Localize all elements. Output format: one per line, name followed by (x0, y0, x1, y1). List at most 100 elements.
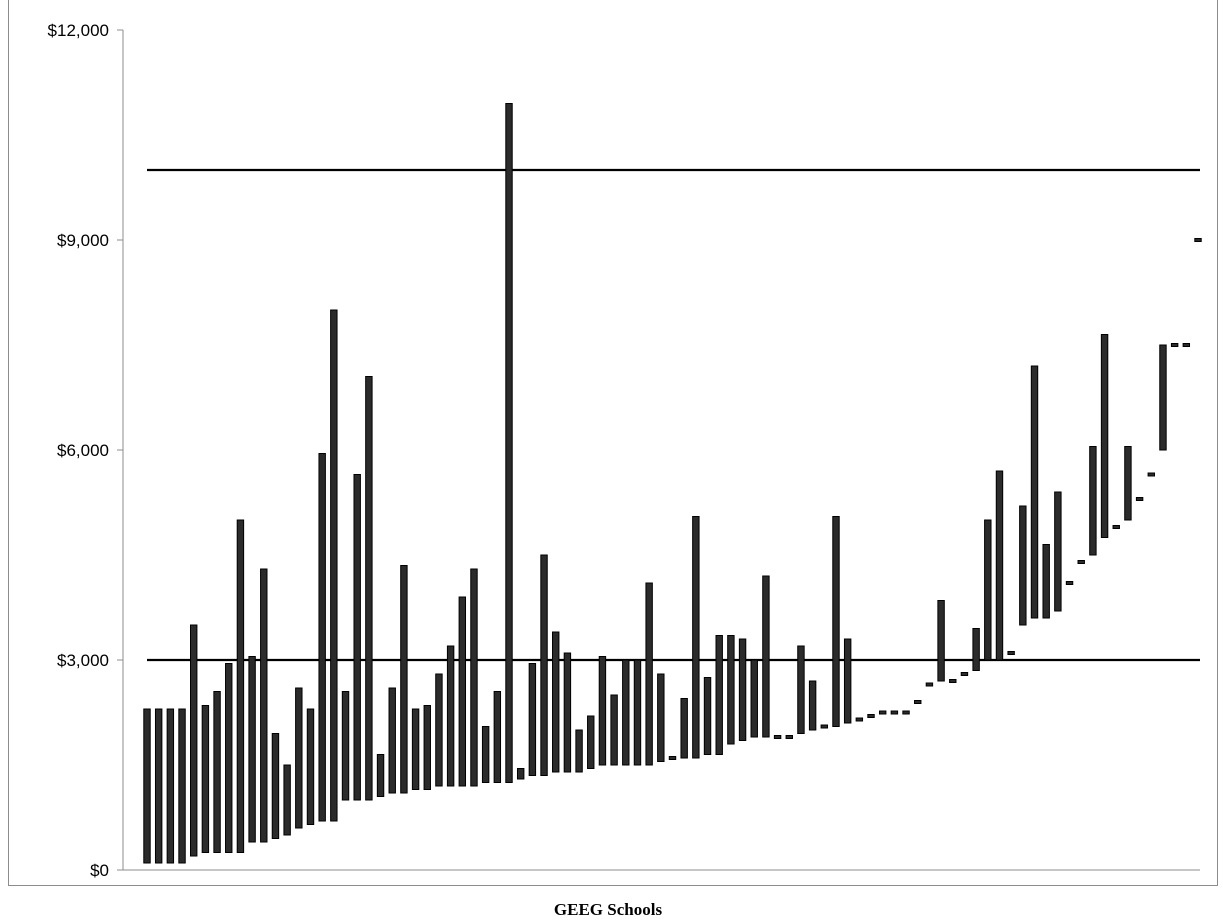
range-bar (902, 710, 910, 715)
range-bar (1030, 365, 1039, 619)
range-bar (446, 645, 455, 787)
range-bar (960, 672, 969, 676)
range-bar (260, 568, 268, 843)
range-bar (470, 568, 478, 787)
range-bar (1182, 343, 1191, 347)
range-bar (1124, 446, 1132, 521)
range-bar (1112, 525, 1120, 529)
range-bar (493, 691, 502, 783)
range-bar (610, 694, 618, 766)
range-bar (1065, 581, 1074, 585)
range-bar (727, 635, 735, 745)
range-bar (878, 710, 887, 715)
range-bar (680, 698, 688, 759)
range-bar (178, 708, 186, 864)
y-tick-label: $12,000 (48, 21, 109, 40)
range-bar (190, 624, 198, 857)
range-bar (435, 673, 443, 787)
range-bar (820, 724, 829, 729)
reference-lines (147, 168, 1200, 662)
range-bar (797, 645, 805, 734)
range-bar (703, 677, 712, 755)
range-bar (762, 575, 770, 738)
range-bar (1019, 505, 1027, 626)
range-bar (423, 705, 431, 790)
range-bar (458, 596, 467, 787)
range-bar (773, 735, 782, 739)
range-bar (1100, 334, 1109, 538)
range-bar (575, 729, 583, 773)
y-tick-label: $6,000 (57, 441, 109, 460)
range-bar (657, 673, 665, 762)
range-bar (738, 638, 747, 741)
range-bar (937, 600, 945, 682)
range-bar (890, 710, 899, 715)
range-bar (785, 735, 793, 739)
range-bar (341, 691, 350, 801)
range-bar (400, 565, 408, 794)
x-axis-label: GEEG Schools (554, 900, 663, 919)
range-bar (154, 708, 163, 864)
range-bar (855, 717, 864, 722)
range-bar (668, 756, 677, 760)
range-bar (1089, 446, 1097, 556)
range-bar (505, 103, 513, 783)
range-bar (365, 376, 373, 801)
y-tick-label: $0 (90, 861, 109, 880)
range-bar (563, 652, 572, 773)
range-bar (1170, 343, 1179, 347)
range-bar (225, 663, 233, 853)
range-bar (376, 754, 385, 797)
range-bar (1135, 497, 1144, 501)
range-bar (1054, 491, 1062, 612)
range-bar (1194, 238, 1202, 242)
range-bar (236, 519, 245, 853)
range-bar (143, 708, 151, 864)
range-bar (201, 705, 210, 853)
range-bar (306, 708, 315, 825)
range-bar (843, 638, 852, 724)
range-bar (271, 733, 280, 839)
range-bar (481, 726, 490, 783)
range-bar (295, 687, 303, 829)
y-axis: $0 $3,000 $6,000 $9,000 $12,000 (48, 21, 1200, 880)
range-bar (832, 516, 840, 727)
range-bar (248, 656, 256, 843)
range-bar (1007, 651, 1015, 655)
range-bar (318, 453, 326, 822)
range-bar (808, 680, 817, 731)
y-tick-label: $3,000 (57, 651, 109, 670)
range-bar (1042, 544, 1050, 619)
range-bar (715, 635, 723, 755)
range-bar (867, 714, 875, 718)
range-bar (984, 519, 992, 661)
range-bar (516, 768, 525, 780)
range-bar (949, 679, 957, 683)
range-bar (925, 682, 934, 687)
range-bar (330, 309, 338, 822)
range-bar (552, 631, 560, 773)
range-bar (633, 659, 642, 766)
range-bar (750, 659, 758, 738)
range-bar (587, 715, 595, 769)
range-bar (213, 691, 221, 853)
range-bar (645, 582, 653, 766)
range-bar (411, 708, 420, 790)
range-bar (1077, 560, 1085, 564)
range-bar (1147, 472, 1155, 477)
range-bar (540, 554, 548, 776)
range-bar (692, 516, 700, 759)
range-bar (166, 708, 175, 864)
range-bar (1159, 344, 1167, 451)
range-bar (528, 663, 537, 776)
range-bar (388, 687, 396, 794)
range-bar (914, 700, 922, 704)
range-bar (622, 659, 630, 766)
range-bar (353, 474, 361, 801)
range-bar (972, 628, 980, 671)
y-tick-label: $9,000 (57, 231, 109, 250)
range-bars (143, 103, 1202, 864)
range-bar (995, 470, 1004, 661)
range-bar (283, 764, 291, 836)
